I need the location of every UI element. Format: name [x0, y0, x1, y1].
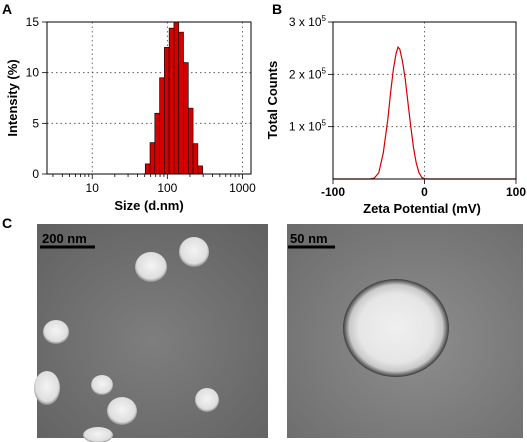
chart-b-y-axis-title: Total Counts [265, 61, 280, 139]
panel-label-a: A [2, 1, 12, 17]
tem-image-left: 200 nm [34, 224, 268, 442]
chart-b-grid [333, 22, 516, 179]
histogram-bar [173, 21, 180, 175]
histogram-bar [192, 143, 199, 175]
histogram-bar [197, 165, 203, 175]
x-tick-label: 0 [421, 185, 428, 199]
y-tick-label: 0 [32, 167, 39, 181]
scale-bar-left-label: 200 nm [42, 231, 87, 246]
x-tick-label: 100 [157, 181, 177, 195]
x-tick-label: 1000 [229, 181, 256, 195]
y-tick-label: 3 x 105 [289, 14, 327, 29]
panel-label-b: B [272, 1, 282, 17]
chart-a-bars [144, 21, 203, 175]
x-tick-label: 10 [86, 181, 100, 195]
y-tick-label: 1 x 105 [289, 119, 327, 134]
histogram-bar [187, 107, 194, 175]
histogram-bar [168, 27, 175, 175]
vesicle [179, 237, 209, 267]
chart-a-y-axis-title: Intensity (%) [5, 59, 20, 136]
chart-a-x-axis-title: Size (d.nm) [114, 198, 183, 213]
chart-a-ticks: 10 100 1000 0 5 10 15 [26, 15, 256, 195]
tem-image-right: 50 nm [287, 224, 523, 438]
zeta-potential-chart: -100 0 100 1 x 105 2 x 105 3 x 105 Zeta Poten… [265, 14, 526, 216]
vesicle [34, 371, 60, 405]
scale-bar-right-label: 50 nm [290, 231, 328, 246]
chart-a-grid [47, 22, 251, 174]
vesicle [83, 427, 113, 442]
size-distribution-chart: 10 100 1000 0 5 10 15 Size (d.nm) Intensity (%… [5, 15, 256, 213]
histogram-bar [154, 112, 160, 175]
histogram-bar [149, 142, 156, 175]
panel-label-c: C [2, 215, 12, 231]
chart-b-ticks: -100 0 100 1 x 105 2 x 105 3 x 105 [289, 14, 526, 199]
y-tick-label: 15 [26, 15, 40, 29]
vesicle [107, 397, 137, 425]
y-tick-label: 5 [32, 116, 39, 130]
vesicle [343, 279, 449, 377]
y-tick-label: 10 [26, 66, 40, 80]
histogram-bar [183, 62, 189, 175]
histogram-bar [164, 47, 170, 175]
histogram-bar [159, 77, 165, 175]
histogram-bar [144, 163, 151, 175]
y-tick-label: 2 x 105 [289, 66, 327, 81]
chart-a-frame [46, 21, 252, 175]
x-tick-label: 100 [506, 185, 526, 199]
histogram-bar [178, 31, 184, 175]
x-tick-label: -100 [321, 185, 345, 199]
chart-b-x-axis-title: Zeta Potential (mV) [363, 201, 481, 216]
vesicle [91, 375, 113, 395]
vesicle [195, 388, 219, 412]
vesicle [43, 320, 69, 344]
vesicle [135, 252, 167, 282]
